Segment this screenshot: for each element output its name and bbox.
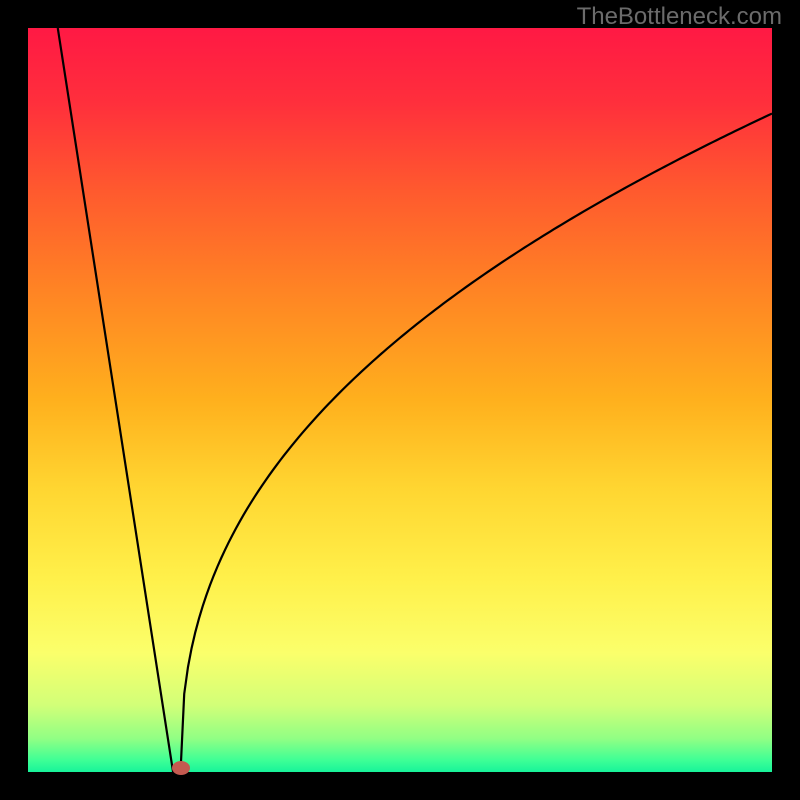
watermark-text: TheBottleneck.com [577, 3, 782, 31]
plot-background [28, 28, 772, 772]
trough-marker [172, 761, 190, 775]
chart-container: TheBottleneck.com [0, 0, 800, 800]
